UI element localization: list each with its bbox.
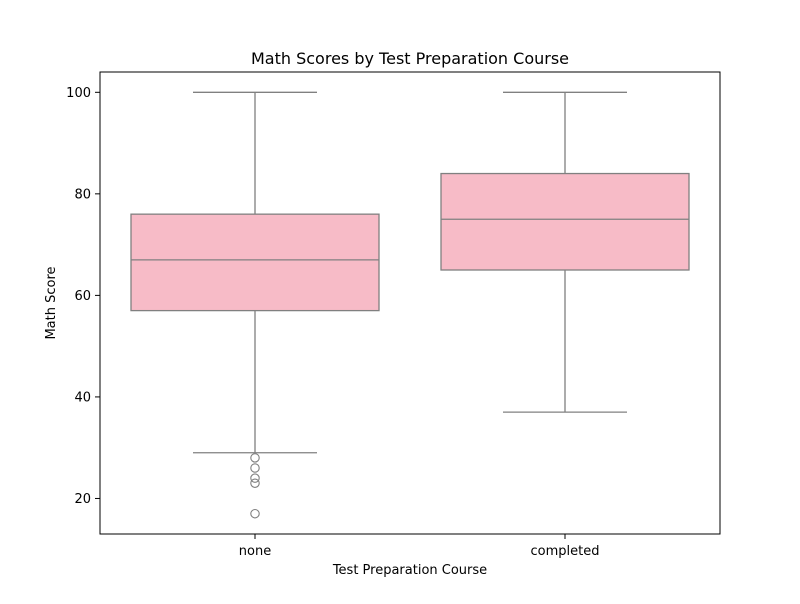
box-completed bbox=[440, 172, 690, 271]
chart-title: Math Scores by Test Preparation Course bbox=[251, 49, 569, 68]
y-tick-label: 100 bbox=[66, 86, 91, 101]
y-axis-label: Math Score bbox=[44, 266, 59, 339]
y-tick-label: 80 bbox=[74, 187, 91, 202]
y-tick-label: 60 bbox=[74, 289, 91, 304]
x-tick-label: completed bbox=[531, 544, 600, 559]
plot-frame bbox=[99, 71, 721, 535]
y-tick-label: 40 bbox=[74, 390, 91, 405]
y-tick-label: 20 bbox=[74, 492, 91, 507]
outlier-point bbox=[250, 453, 260, 463]
box-none bbox=[130, 213, 380, 312]
outlier-point bbox=[250, 478, 260, 488]
x-tick-label: none bbox=[239, 544, 271, 559]
outlier-point bbox=[250, 463, 260, 473]
outlier-point bbox=[250, 508, 260, 519]
x-axis-label: Test Preparation Course bbox=[332, 563, 487, 578]
outlier-point bbox=[250, 473, 260, 483]
plot-area: 20 40 60 80 100 none completed bbox=[66, 86, 690, 559]
